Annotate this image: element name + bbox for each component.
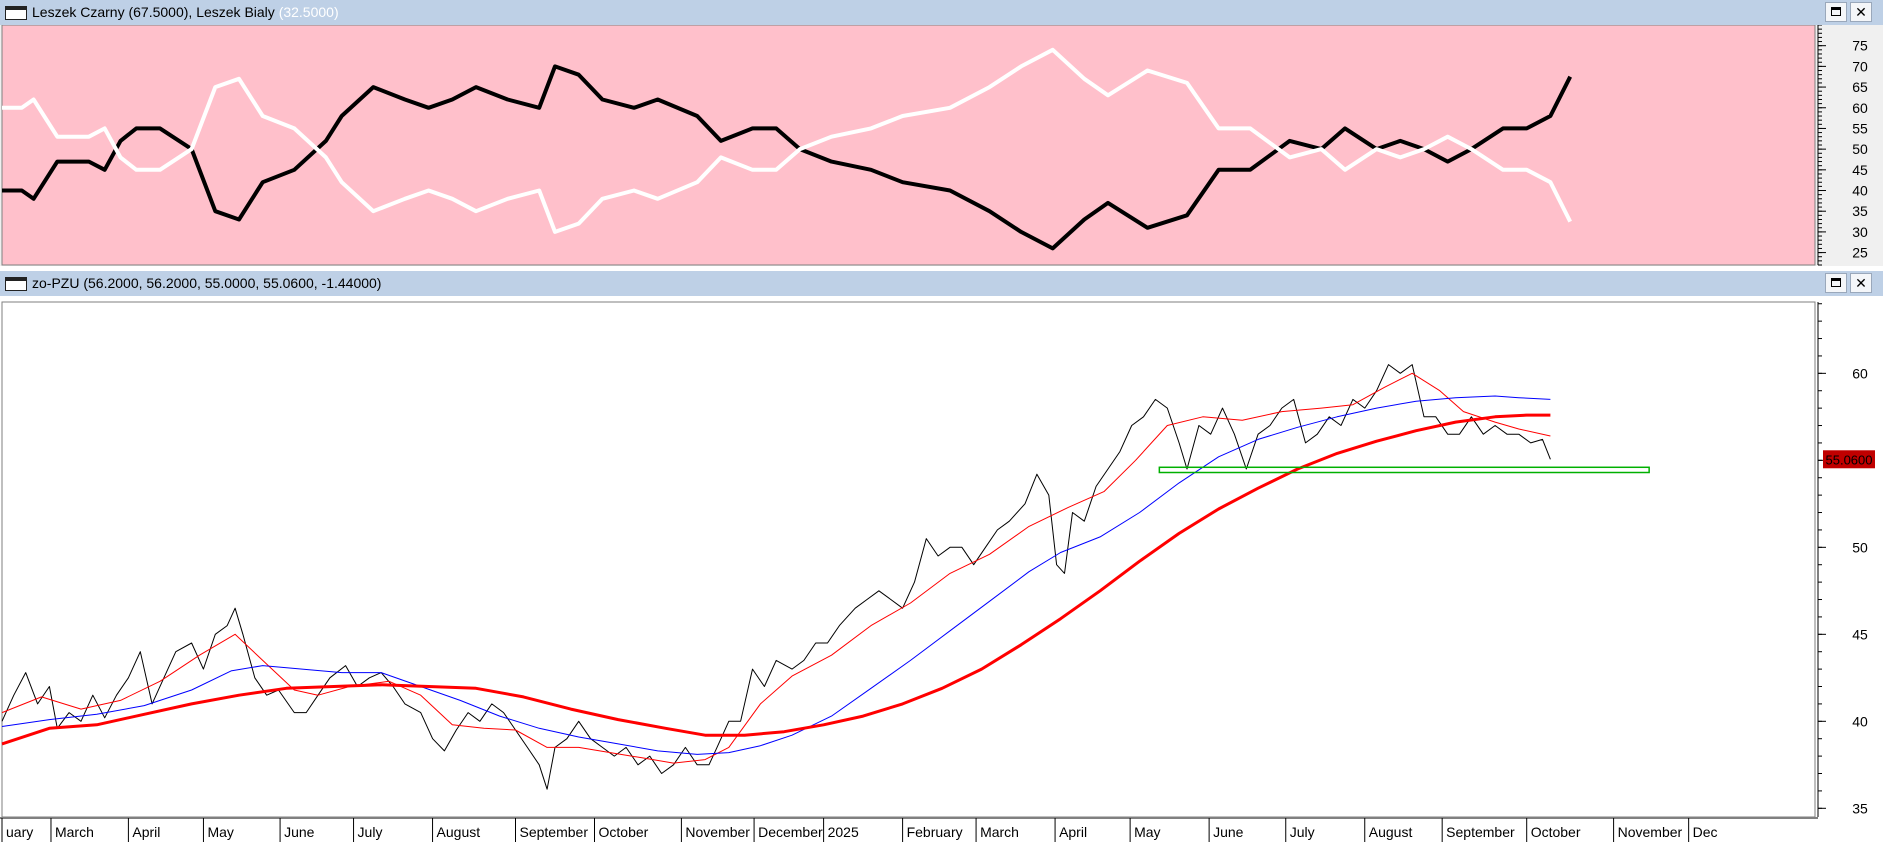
bottom-panel-titlebar[interactable]: zo-PZU (56.2000, 56.2000, 55.0000, 55.06… [0, 271, 1883, 296]
maximize-button[interactable] [1825, 273, 1847, 293]
top-panel-caption: Leszek Czarny (67.5000), Leszek Bialy (3… [32, 0, 339, 25]
y-tick-label: 30 [1852, 224, 1868, 240]
y-tick-label: 55 [1852, 120, 1868, 136]
y-tick-label: 40 [1852, 713, 1868, 729]
series-line-ma-long [1, 413, 1551, 746]
x-tick-label: July [358, 824, 383, 840]
y-tick-label: 50 [1852, 539, 1868, 555]
y-tick-label: 60 [1852, 365, 1868, 381]
x-tick-label: May [1134, 824, 1160, 840]
top-chart[interactable]: 25 30 35 40 45 50 55 60 65 70 75 [0, 25, 1883, 266]
x-tick-label: April [132, 824, 160, 840]
x-tick-label: March [980, 824, 1019, 840]
close-icon: ✕ [1855, 275, 1867, 291]
x-tick-label: November [1618, 824, 1683, 840]
y-tick-label: 75 [1852, 38, 1868, 54]
top-caption-text: Leszek Czarny (67.5000), Leszek Bialy [32, 4, 275, 20]
x-tick-label: November [685, 824, 750, 840]
y-tick-label: 25 [1852, 245, 1868, 261]
window-icon[interactable] [5, 277, 27, 291]
y-tick-label: 65 [1852, 79, 1868, 95]
x-tick-label: May [207, 824, 233, 840]
close-icon: ✕ [1855, 4, 1867, 20]
last-value-badge [1823, 450, 1875, 469]
series-line-leszek-bialy [2, 47, 1572, 234]
top-caption-muted: (32.5000) [278, 4, 339, 20]
x-tick-label: September [1446, 824, 1515, 840]
y-tick-label: 35 [1852, 203, 1868, 219]
last-value-text: 55.0600 [1826, 452, 1873, 467]
x-tick-label: October [1531, 824, 1581, 840]
y-tick-label: 60 [1852, 100, 1868, 116]
y-tick-label: 70 [1852, 58, 1868, 74]
x-tick-label: October [599, 824, 649, 840]
x-tick-label: 2025 [828, 824, 859, 840]
x-tick-label: December [758, 824, 823, 840]
series-line-ma-short [1, 372, 1551, 764]
x-tick-label: April [1059, 824, 1087, 840]
y-tick-label: 35 [1852, 800, 1868, 816]
y-tick-label: 45 [1852, 162, 1868, 178]
x-tick-label: June [284, 824, 315, 840]
series-line-zo-pzu [1, 364, 1551, 790]
bottom-panel-caption: zo-PZU (56.2000, 56.2000, 55.0000, 55.06… [32, 275, 382, 291]
x-tick-label: September [520, 824, 589, 840]
plot-area [1, 25, 1816, 266]
plot-area [1, 301, 1816, 818]
x-tick-label: July [1290, 824, 1315, 840]
x-tick-label: June [1213, 824, 1244, 840]
close-button[interactable]: ✕ [1850, 273, 1872, 293]
x-tick-label: August [1369, 824, 1413, 840]
support-zone-rectangle [1158, 466, 1650, 474]
bottom-chart[interactable]: 35404550556055.0600uaryMarchAprilMayJune… [0, 296, 1883, 843]
series-line-leszek-czarny [2, 64, 1572, 251]
maximize-button[interactable] [1825, 2, 1847, 22]
x-tick-label: uary [6, 824, 33, 840]
window-icon[interactable] [5, 6, 27, 20]
x-axis-area [0, 817, 1883, 843]
close-button[interactable]: ✕ [1850, 2, 1872, 22]
y-tick-label: 50 [1852, 141, 1868, 157]
top-panel-titlebar[interactable]: Leszek Czarny (67.5000), Leszek Bialy (3… [0, 0, 1883, 25]
x-tick-label: February [907, 824, 963, 840]
y-tick-label: 45 [1852, 626, 1868, 642]
x-tick-label: Dec [1693, 824, 1718, 840]
series-line-ma-medium [1, 395, 1551, 755]
x-tick-label: March [55, 824, 94, 840]
x-tick-label: August [437, 824, 481, 840]
y-tick-label: 40 [1852, 183, 1868, 199]
